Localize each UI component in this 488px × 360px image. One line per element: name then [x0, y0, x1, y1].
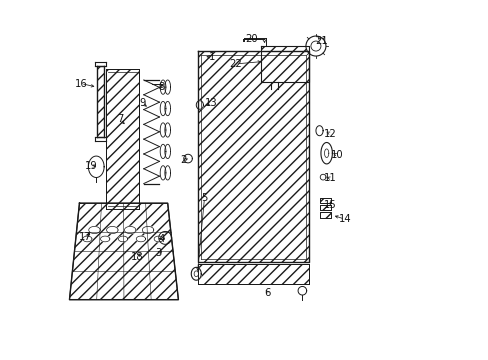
Polygon shape [106, 69, 139, 208]
Polygon shape [101, 236, 110, 242]
Polygon shape [198, 264, 308, 284]
Polygon shape [82, 236, 92, 242]
Text: 3: 3 [155, 248, 162, 258]
Text: 20: 20 [245, 34, 258, 44]
Polygon shape [183, 154, 192, 163]
Bar [319, 198, 330, 203]
Polygon shape [142, 226, 153, 234]
Polygon shape [164, 123, 170, 137]
Polygon shape [194, 271, 198, 276]
Polygon shape [154, 236, 163, 242]
Text: 16: 16 [74, 78, 87, 89]
Polygon shape [69, 203, 178, 300]
Polygon shape [160, 144, 165, 158]
Text: 12: 12 [323, 129, 336, 139]
Polygon shape [164, 102, 170, 116]
Polygon shape [298, 287, 306, 295]
Polygon shape [164, 80, 170, 94]
Text: 6: 6 [264, 288, 270, 297]
Text: 15: 15 [323, 200, 336, 210]
Polygon shape [160, 123, 165, 137]
Text: 4: 4 [158, 234, 164, 244]
Text: 11: 11 [323, 173, 336, 183]
Polygon shape [160, 166, 165, 180]
Text: 22: 22 [229, 59, 242, 69]
Text: 2: 2 [180, 156, 186, 165]
Polygon shape [319, 205, 330, 210]
Polygon shape [124, 226, 136, 234]
Text: 5: 5 [201, 193, 207, 203]
Text: 18: 18 [131, 252, 143, 262]
Text: 19: 19 [85, 161, 98, 171]
Polygon shape [160, 102, 165, 116]
Text: 17: 17 [79, 232, 92, 242]
Polygon shape [88, 156, 104, 177]
Polygon shape [164, 166, 170, 180]
Polygon shape [196, 101, 203, 109]
Polygon shape [159, 231, 171, 244]
Polygon shape [89, 226, 100, 234]
Text: 14: 14 [338, 214, 351, 224]
Polygon shape [324, 149, 328, 157]
Bar [319, 212, 330, 217]
Polygon shape [260, 46, 308, 82]
Polygon shape [159, 247, 170, 256]
Text: 21: 21 [314, 36, 327, 46]
Polygon shape [106, 226, 118, 234]
Text: 9: 9 [139, 98, 145, 108]
Polygon shape [191, 267, 201, 280]
Text: 13: 13 [205, 98, 218, 108]
Text: 1: 1 [209, 52, 215, 62]
Polygon shape [315, 126, 323, 136]
Polygon shape [320, 174, 325, 180]
Polygon shape [97, 66, 103, 137]
Polygon shape [319, 212, 330, 217]
Polygon shape [198, 51, 308, 262]
Circle shape [310, 41, 320, 51]
Bar [319, 205, 330, 210]
Polygon shape [136, 236, 145, 242]
Polygon shape [160, 80, 165, 94]
Polygon shape [118, 236, 127, 242]
Polygon shape [164, 144, 170, 158]
Text: 7: 7 [117, 114, 123, 124]
Text: 10: 10 [330, 150, 343, 160]
Bar [159, 247, 170, 256]
Polygon shape [319, 198, 330, 203]
Polygon shape [320, 143, 332, 164]
Circle shape [305, 36, 325, 56]
Text: 8: 8 [158, 82, 164, 92]
